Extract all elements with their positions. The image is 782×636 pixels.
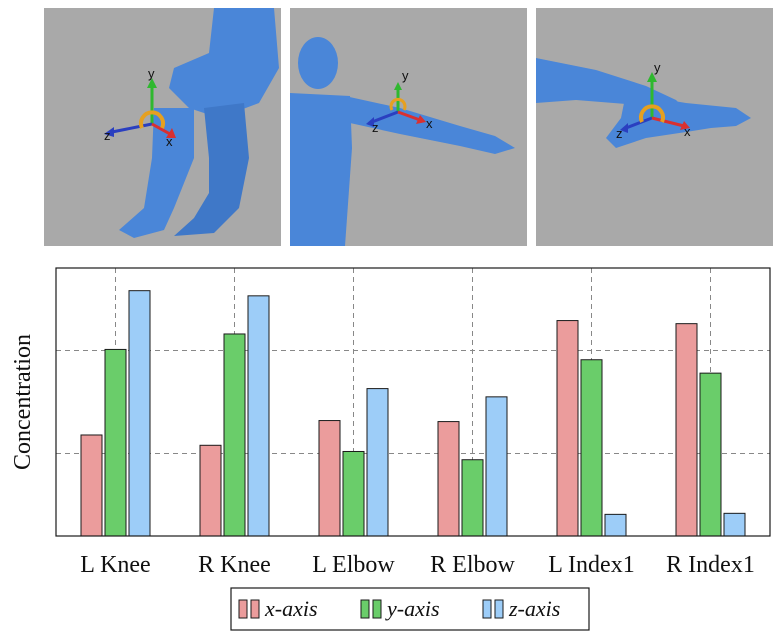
y-axis-label: y — [654, 60, 661, 75]
legend-box — [230, 587, 590, 631]
bar-y-axis-l-elbow — [342, 450, 365, 537]
y-axis-title: Concentration — [10, 334, 36, 470]
z-axis-label: z — [372, 120, 379, 135]
knee-render-panel: y z x — [44, 8, 281, 246]
x-axis-label: x — [166, 134, 173, 149]
bar-y-axis-r-elbow — [461, 459, 484, 537]
left-shin-shape — [119, 108, 194, 238]
x-tick-label: R Index1 — [666, 552, 755, 578]
hand-shape — [606, 93, 751, 148]
bar-y-axis-l-index1 — [580, 359, 603, 537]
index-finger-render: y z x — [536, 58, 751, 148]
knee-render: y z x — [104, 8, 279, 238]
bar-y-axis-r-index1 — [699, 372, 722, 537]
bar-x-axis-l-knee — [80, 434, 103, 537]
x-tick-label: L Elbow — [312, 552, 395, 578]
x-tick-label: R Elbow — [430, 552, 515, 578]
legend-label-y-axis: y-axis — [385, 596, 440, 621]
rotation-gizmo — [366, 82, 426, 127]
bar-y-axis-l-knee — [104, 348, 127, 537]
bar-x-axis-r-elbow — [437, 421, 460, 537]
legend-swatch-z-axis-2 — [494, 599, 504, 619]
bar-x-axis-l-elbow — [318, 420, 341, 537]
bar-z-axis-r-knee — [247, 295, 270, 537]
x-tick-label: R Knee — [198, 552, 271, 578]
bar-z-axis-l-elbow — [366, 388, 389, 537]
x-tick-label: L Index1 — [548, 552, 634, 578]
legend-swatch-x-axis — [238, 599, 248, 619]
bar-z-axis-l-index1 — [604, 513, 627, 537]
bar-x-axis-r-index1 — [675, 323, 698, 537]
concentration-bar-chart: L Knee R Knee L Elbow R Elbow L Index1 R Inde… — [10, 267, 771, 631]
x-axis-label: x — [426, 116, 433, 131]
plot-frame — [55, 267, 771, 537]
arm-shape — [345, 96, 515, 154]
legend-swatch-y-axis-2 — [372, 599, 382, 619]
rotation-gizmo — [620, 72, 690, 133]
y-axis-label: y — [402, 68, 409, 83]
bar-x-axis-r-knee — [199, 444, 222, 537]
y-axis-label: y — [148, 66, 155, 81]
thigh-shape — [169, 8, 279, 118]
z-axis-label: z — [616, 126, 623, 141]
legend-swatch-x-axis-2 — [250, 599, 260, 619]
bar-z-axis-r-elbow — [485, 396, 508, 537]
index-finger-render-panel: y z x — [536, 8, 773, 246]
bar-z-axis-r-index1 — [723, 512, 746, 537]
x-axis-label: x — [684, 124, 691, 139]
legend-label-z-axis: z-axis — [508, 596, 560, 621]
rotation-gizmo — [104, 78, 176, 138]
bar-y-axis-r-knee — [223, 333, 246, 537]
legend-swatch-y-axis — [360, 599, 370, 619]
elbow-render-panel: y z x — [290, 8, 527, 246]
right-shin-shape — [174, 103, 249, 236]
legend-swatch-z-axis — [482, 599, 492, 619]
bar-x-axis-l-index1 — [556, 320, 579, 537]
torso-shape — [290, 93, 352, 246]
legend-label-x-axis: x-axis — [264, 596, 318, 621]
elbow-render: y z x — [290, 37, 515, 246]
head-shape — [298, 37, 338, 89]
bar-z-axis-l-knee — [128, 290, 151, 537]
x-tick-label: L Knee — [80, 552, 150, 578]
z-axis-label: z — [104, 128, 111, 143]
